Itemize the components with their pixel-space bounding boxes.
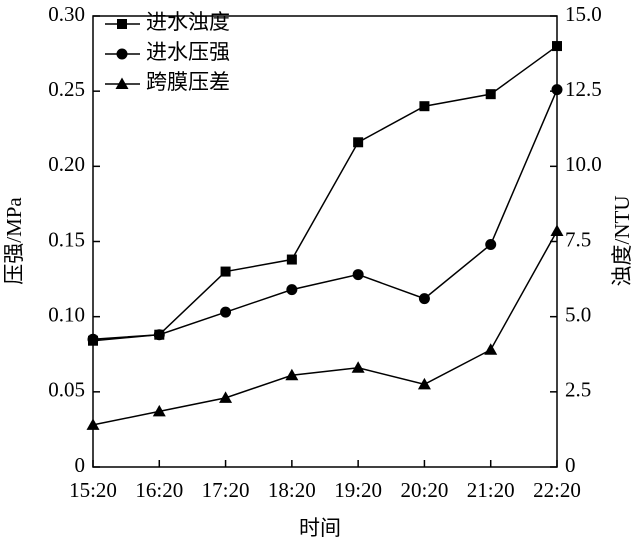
x-tick-label: 17:20 bbox=[202, 478, 250, 502]
marker bbox=[418, 293, 430, 305]
x-tick-label: 15:20 bbox=[69, 478, 117, 502]
y2-tick-label: 5.0 bbox=[565, 302, 591, 326]
legend-marker bbox=[117, 19, 127, 29]
x-tick-label: 21:20 bbox=[467, 478, 515, 502]
y-tick-label: 0 bbox=[75, 453, 86, 477]
legend-marker bbox=[116, 48, 128, 60]
y2-axis-title: 浊度/NTU bbox=[610, 196, 634, 287]
series-line bbox=[92, 230, 558, 426]
y-tick-label: 0.20 bbox=[48, 152, 85, 176]
series-line bbox=[92, 89, 558, 340]
marker bbox=[552, 41, 562, 52]
y2-tick-label: 10.0 bbox=[565, 152, 602, 176]
legend-marker bbox=[115, 77, 129, 89]
x-tick-label: 22:20 bbox=[533, 478, 581, 502]
marker bbox=[286, 284, 298, 296]
marker bbox=[285, 368, 299, 381]
series-line bbox=[92, 45, 558, 342]
y2-tick-label: 7.5 bbox=[565, 227, 591, 251]
marker bbox=[286, 254, 297, 265]
marker bbox=[352, 269, 364, 281]
legend-label: 进水压强 bbox=[146, 40, 230, 64]
y-tick-label: 0.10 bbox=[48, 302, 85, 326]
y-tick-label: 0.15 bbox=[48, 227, 85, 251]
y-tick-label: 0.30 bbox=[48, 2, 85, 26]
marker bbox=[220, 266, 231, 277]
y2-tick-label: 2.5 bbox=[565, 378, 591, 402]
y-tick-label: 0.05 bbox=[48, 378, 85, 402]
marker bbox=[351, 361, 365, 373]
x-tick-label: 19:20 bbox=[334, 478, 382, 502]
marker bbox=[87, 333, 99, 345]
x-tick-label: 18:20 bbox=[268, 478, 316, 502]
marker bbox=[485, 239, 497, 251]
x-tick-label: 20:20 bbox=[401, 478, 449, 502]
marker bbox=[86, 418, 100, 430]
marker bbox=[485, 89, 496, 100]
marker bbox=[550, 224, 564, 236]
marker bbox=[484, 343, 498, 355]
marker bbox=[353, 137, 364, 148]
marker bbox=[220, 306, 232, 318]
marker bbox=[417, 377, 431, 390]
x-axis-title: 时间 bbox=[299, 516, 341, 540]
marker bbox=[219, 391, 233, 403]
legend-label: 进水浊度 bbox=[146, 10, 230, 34]
marker bbox=[152, 404, 166, 417]
y-tick-label: 0.25 bbox=[48, 77, 85, 101]
marker bbox=[153, 329, 165, 341]
x-tick-label: 16:20 bbox=[135, 478, 183, 502]
marker bbox=[551, 84, 563, 96]
y2-tick-label: 12.5 bbox=[565, 77, 602, 101]
marker bbox=[419, 101, 430, 112]
y-axis-title: 压强/MPa bbox=[2, 197, 26, 285]
y2-tick-label: 15.0 bbox=[565, 2, 602, 26]
legend-label: 跨膜压差 bbox=[146, 70, 230, 94]
y2-tick-label: 0 bbox=[565, 453, 576, 477]
